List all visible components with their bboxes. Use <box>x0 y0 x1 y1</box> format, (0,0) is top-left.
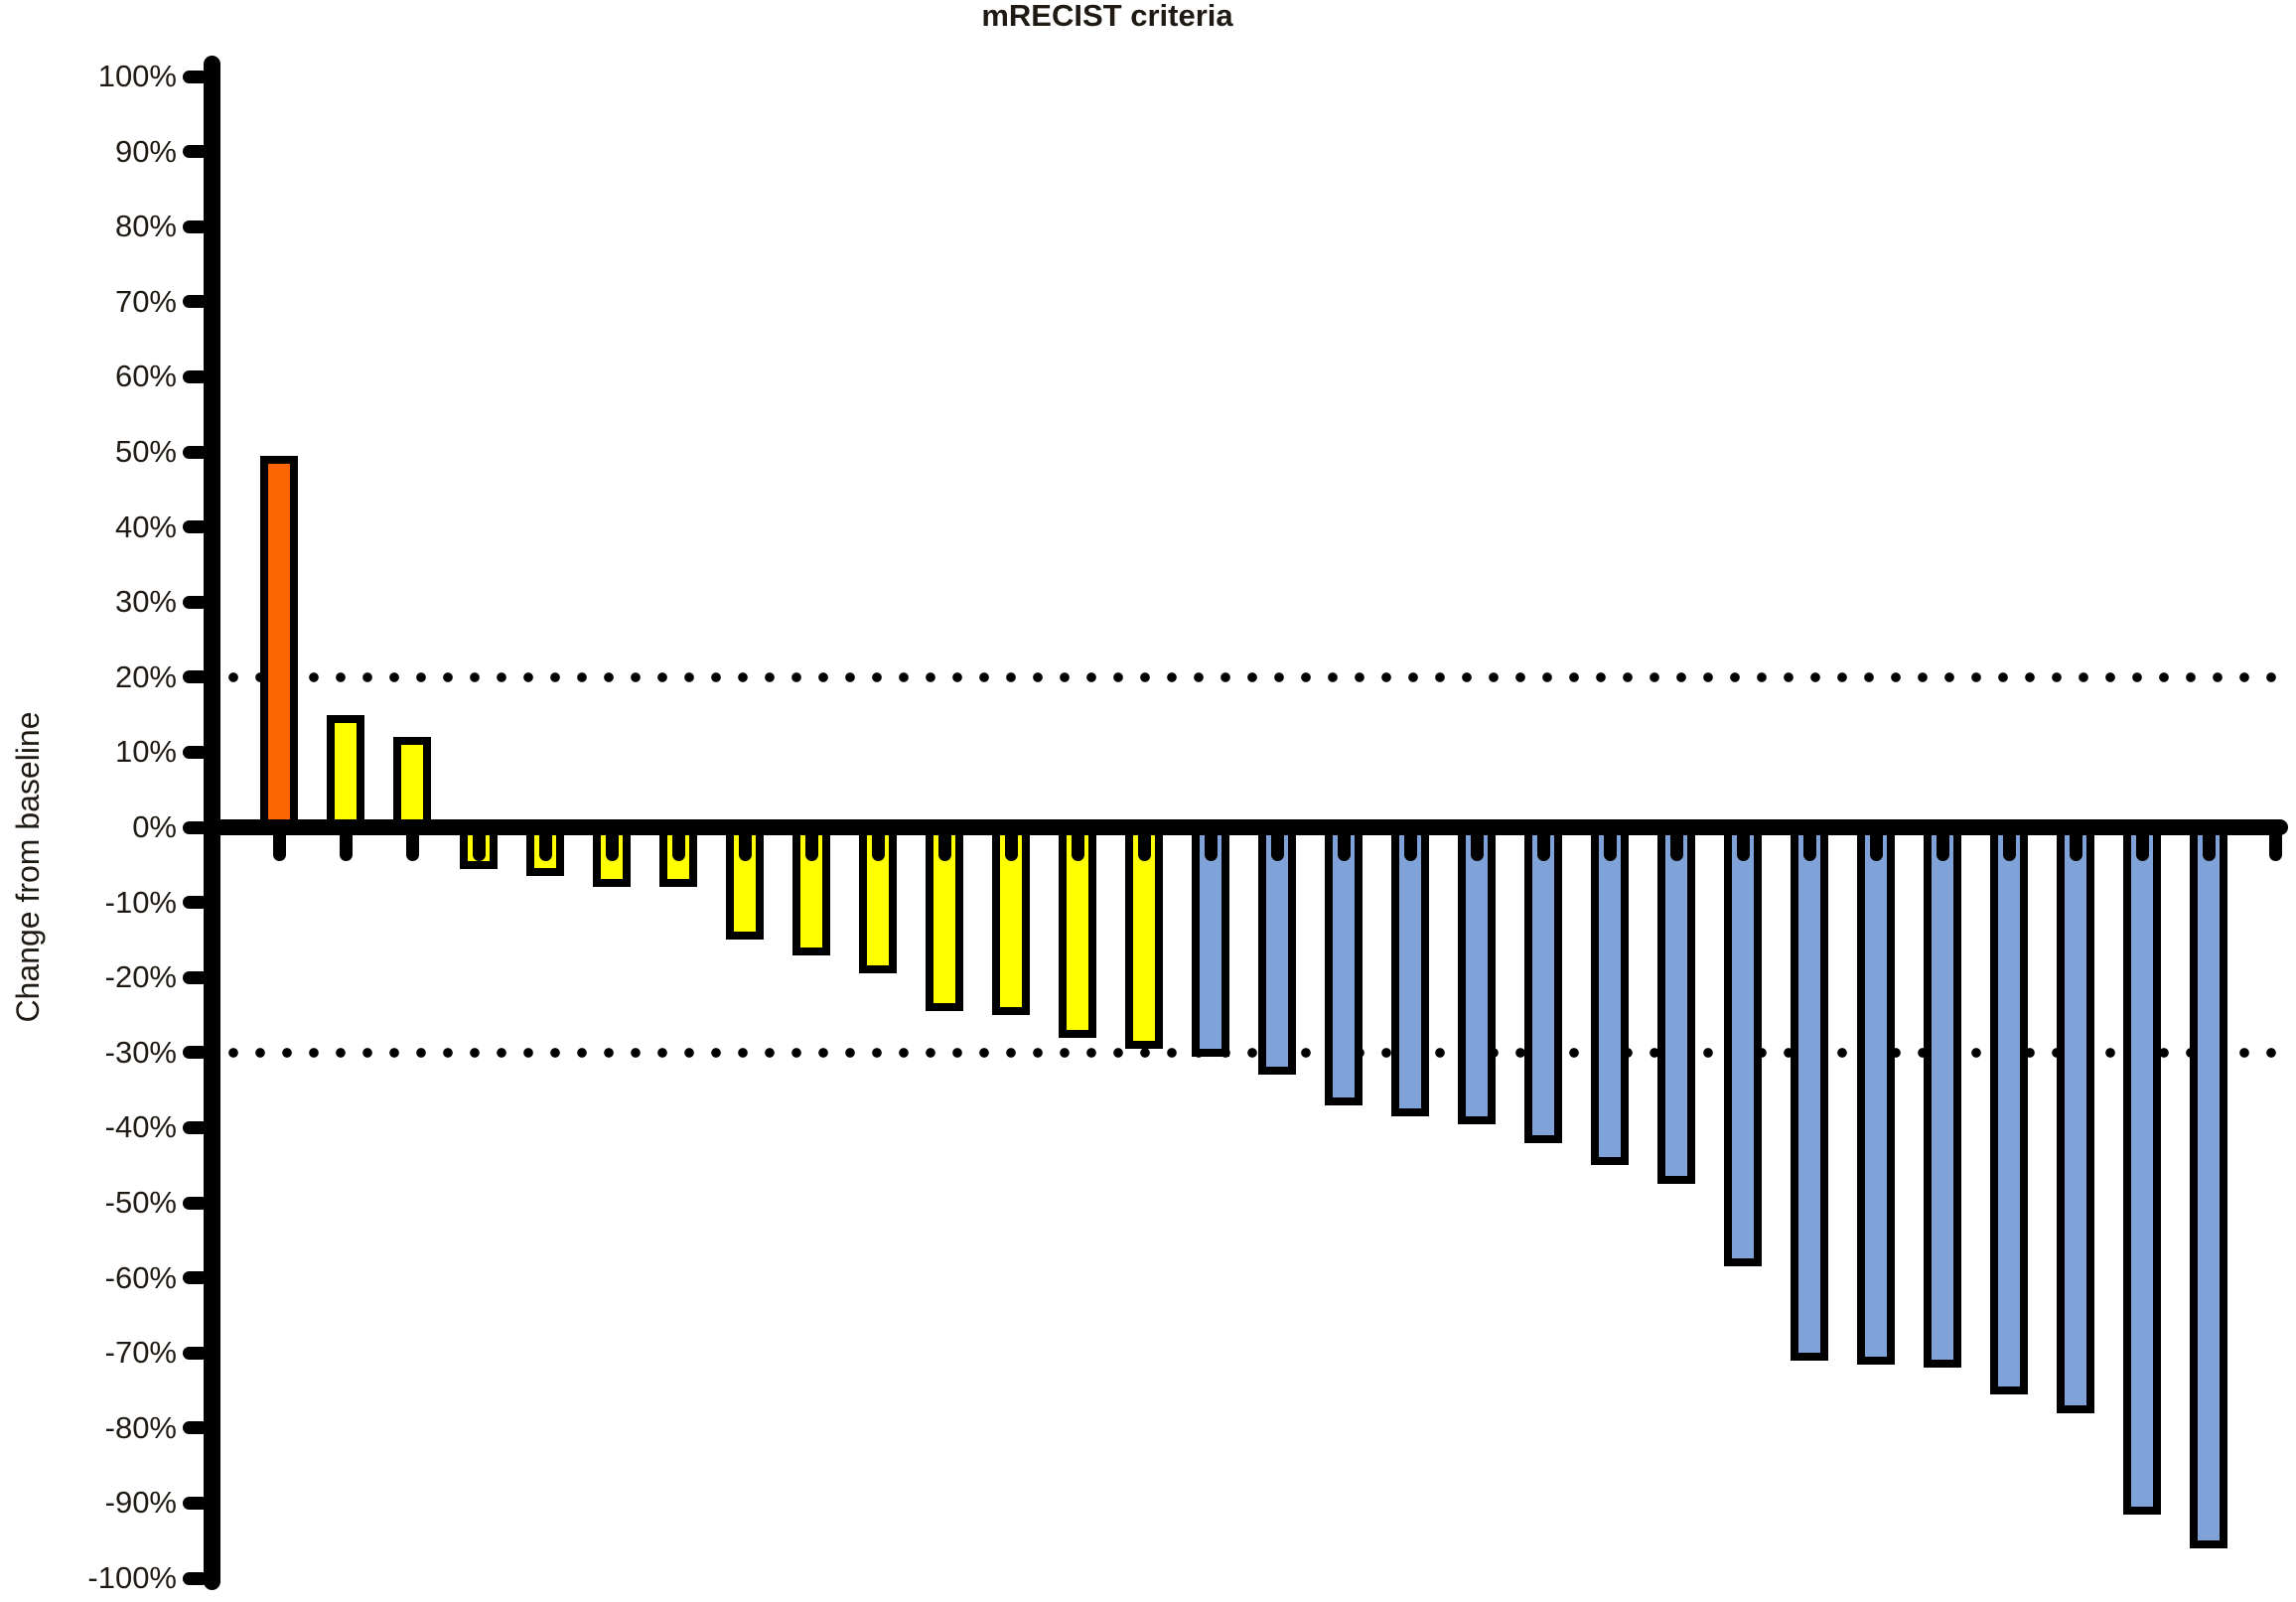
y-axis-tick-label: -60% <box>104 1259 177 1295</box>
bar-patient-2-sd <box>327 714 364 835</box>
x-axis-tick <box>538 827 552 861</box>
y-axis-tick <box>183 219 209 233</box>
y-axis-tick-label: 100% <box>97 59 177 93</box>
bar-patient-17-pr <box>1325 819 1363 1105</box>
y-axis-tick-label: 80% <box>114 209 177 244</box>
y-axis-tick <box>183 1346 209 1360</box>
bar-patient-25-pr <box>1857 819 1895 1365</box>
x-axis-tick <box>1536 827 1550 861</box>
y-axis <box>204 56 220 1590</box>
x-axis-tick <box>1403 827 1417 861</box>
x-axis-tick <box>339 827 353 861</box>
bar-patient-26-pr <box>1924 819 1961 1369</box>
x-axis-tick <box>2202 827 2216 861</box>
y-axis-tick <box>183 1496 209 1510</box>
y-axis-tick <box>183 1271 209 1285</box>
y-axis-tick-label: -30% <box>104 1034 177 1070</box>
y-axis-tick-label: 0% <box>132 809 177 844</box>
chart-title: mRECIST criteria <box>981 0 1233 33</box>
y-axis-tick <box>183 295 209 309</box>
x-axis-tick <box>1270 827 1284 861</box>
x-axis-tick <box>1004 827 1018 861</box>
y-axis-tick-label: -40% <box>104 1109 177 1145</box>
x-axis-tick <box>605 827 619 861</box>
x-axis-tick <box>1137 827 1151 861</box>
x-axis-tick <box>1603 827 1617 861</box>
y-axis-tick-label: 20% <box>114 658 177 694</box>
bar-patient-18-pr <box>1391 819 1429 1117</box>
y-axis-tick <box>183 1421 209 1435</box>
y-axis-tick <box>183 670 209 684</box>
x-axis <box>204 819 2288 835</box>
y-axis-tick-label: 70% <box>114 283 177 319</box>
bar-patient-24-pr <box>1791 819 1828 1361</box>
bar-patient-29-pr <box>2123 819 2161 1515</box>
y-axis-tick-label: -90% <box>104 1485 177 1521</box>
y-axis-tick <box>183 820 209 834</box>
y-axis-tick-label: 60% <box>114 359 177 394</box>
y-axis-tick <box>183 1196 209 1210</box>
x-axis-tick <box>1736 827 1750 861</box>
x-axis-tick <box>1337 827 1351 861</box>
y-axis-tick-label: 30% <box>114 584 177 620</box>
x-axis-tick <box>1669 827 1683 861</box>
x-axis-tick <box>937 827 951 861</box>
x-axis-tick <box>671 827 685 861</box>
x-axis-tick <box>804 827 818 861</box>
y-axis-tick-label: -10% <box>104 884 177 920</box>
y-axis-tick <box>183 369 209 383</box>
y-axis-tick-label: 10% <box>114 734 177 770</box>
x-axis-tick <box>738 827 752 861</box>
bar-patient-22-pr <box>1657 819 1695 1185</box>
bar-patient-20-pr <box>1524 819 1562 1143</box>
x-axis-tick <box>472 827 486 861</box>
y-axis-tick-label: 40% <box>114 509 177 544</box>
y-axis-tick-label: 90% <box>114 133 177 169</box>
x-axis-tick <box>871 827 885 861</box>
y-axis-tick-label: -50% <box>104 1185 177 1220</box>
x-axis-tick <box>1204 827 1218 861</box>
bar-patient-19-pr <box>1458 819 1496 1124</box>
bar-patient-30-pr <box>2190 819 2227 1548</box>
bar-patient-23-pr <box>1724 819 1762 1267</box>
x-axis-tick <box>2002 827 2016 861</box>
y-axis-tick-label: -70% <box>104 1335 177 1371</box>
y-axis-tick <box>183 1046 209 1060</box>
y-axis-tick <box>183 70 209 83</box>
x-axis-tick <box>405 827 419 861</box>
x-axis-tick <box>1936 827 1949 861</box>
y-axis-tick <box>183 896 209 910</box>
y-axis-tick <box>183 745 209 759</box>
x-axis-end-tick <box>2268 827 2282 861</box>
y-axis-tick-label: -20% <box>104 959 177 995</box>
x-axis-tick <box>2135 827 2149 861</box>
y-axis-tick-label: -100% <box>87 1560 177 1595</box>
bar-patient-28-pr <box>2057 819 2094 1413</box>
x-axis-tick <box>1071 827 1084 861</box>
y-axis-tick <box>183 1120 209 1134</box>
x-axis-tick <box>1802 827 1816 861</box>
y-axis-tick <box>183 520 209 534</box>
y-axis-tick <box>183 445 209 459</box>
x-axis-tick <box>1470 827 1484 861</box>
y-axis-tick <box>183 595 209 609</box>
y-axis-tick <box>183 970 209 984</box>
y-axis-tick <box>183 1571 209 1585</box>
y-axis-tick-label: -80% <box>104 1409 177 1445</box>
bar-patient-21-pr <box>1591 819 1629 1166</box>
y-axis-tick-label: 50% <box>114 434 177 469</box>
progressive-disease-threshold-dotted-line <box>228 671 2289 682</box>
y-axis-tick <box>183 145 209 159</box>
x-axis-tick <box>1869 827 1883 861</box>
x-axis-tick <box>272 827 286 861</box>
x-axis-tick <box>2069 827 2082 861</box>
bar-patient-1-pd <box>260 455 298 835</box>
bar-patient-27-pr <box>1990 819 2028 1394</box>
bar-patient-15-pr <box>1192 819 1229 1057</box>
